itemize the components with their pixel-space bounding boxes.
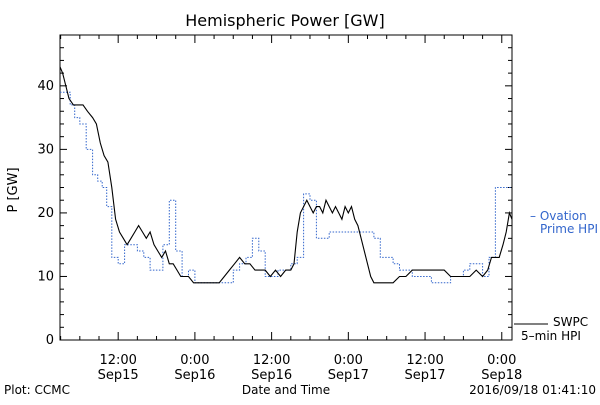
series-line-swpc [59,66,513,284]
plot-area: 01020304012:00Sep150:00Sep1612:00Sep160:… [37,34,522,383]
x-tick-date-label: Sep18 [481,368,522,383]
plot-frame [59,34,513,341]
x-tick-date-label: Sep17 [405,368,446,383]
legend-swpc-line2: 5–min HPI [521,329,581,343]
legend-ovation-line1: – Ovation [530,209,587,223]
x-tick-time-label: 0:00 [334,353,363,368]
plot-credit: Plot: CCMC [4,383,70,397]
y-tick-label: 10 [37,269,54,284]
x-tick-time-label: 12:00 [406,353,443,368]
series-line-ovation-prime [60,91,512,284]
x-tick-time-label: 0:00 [487,353,516,368]
chart-title: Hemispheric Power [GW] [185,11,384,30]
y-tick-label: 20 [37,206,54,221]
x-tick-date-label: Sep17 [328,368,369,383]
y-tick-label: 30 [37,142,54,157]
y-tick-label: 0 [46,333,54,348]
legend-swpc-line1: SWPC [553,315,588,329]
x-tick-time-label: 12:00 [253,353,290,368]
y-tick-label: 40 [37,79,54,94]
x-tick-time-label: 0:00 [180,353,209,368]
x-tick-time-label: 12:00 [99,353,136,368]
plot-timestamp: 2016/09/18 01:41:10 [469,383,596,397]
legend-ovation-line2: Prime HPI [540,222,598,236]
x-tick-date-label: Sep15 [98,368,139,383]
x-tick-date-label: Sep16 [251,368,292,383]
y-axis-label: P [GW] [6,167,21,212]
x-axis-label: Date and Time [242,383,330,397]
x-tick-date-label: Sep16 [174,368,215,383]
